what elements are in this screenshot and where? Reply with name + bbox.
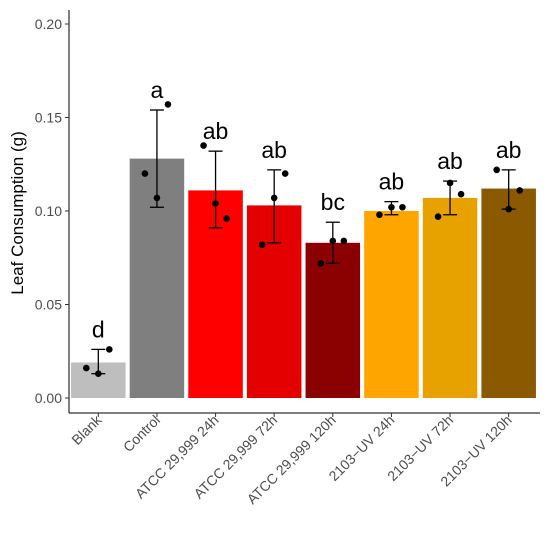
y-ticks-layer: 0.00 0.05 0.10 0.15 0.20 [35,16,69,406]
data-point [516,187,523,194]
data-point [457,190,465,198]
significance-letters-layer: d a ab ab bc ab ab ab [92,77,522,342]
data-point [83,364,90,372]
data-point [164,101,172,108]
data-point [340,237,348,245]
significance-letter: ab [437,148,463,174]
y-axis-title: Leaf Consumption (g) [8,131,27,294]
data-point [153,194,161,202]
data-point [212,200,219,207]
data-point [106,346,113,353]
y-tick-label: 0.05 [35,297,62,313]
y-tick-label: 0.00 [35,390,62,406]
bar [305,242,361,398]
data-point [141,170,149,177]
x-tick-label: Blank [68,411,105,448]
data-point [317,260,325,267]
significance-letter: ab [379,169,405,195]
significance-letter: ab [203,118,229,144]
data-point [329,237,337,245]
data-point [493,166,500,174]
x-tick-label: Control [120,412,163,455]
data-point [376,211,383,219]
data-points-layer [83,101,523,377]
bar [422,197,478,398]
significance-letter: bc [321,189,345,215]
bar [481,188,536,398]
data-point [258,241,266,248]
data-point [223,215,230,222]
data-point [281,170,289,177]
data-point [270,194,278,202]
data-point [434,213,442,220]
bar [364,211,419,398]
bars-layer [71,158,536,398]
significance-letter: d [92,316,105,342]
data-point [95,370,102,377]
data-point [505,205,512,213]
data-point [399,203,406,211]
significance-letter: ab [261,137,287,163]
data-point [388,203,395,211]
y-tick-label: 0.20 [35,16,62,32]
significance-letter: a [151,77,164,103]
y-tick-label: 0.10 [35,203,62,219]
significance-letter: ab [496,137,522,163]
data-point [446,179,454,187]
data-point [200,142,207,149]
y-tick-label: 0.15 [35,110,62,126]
